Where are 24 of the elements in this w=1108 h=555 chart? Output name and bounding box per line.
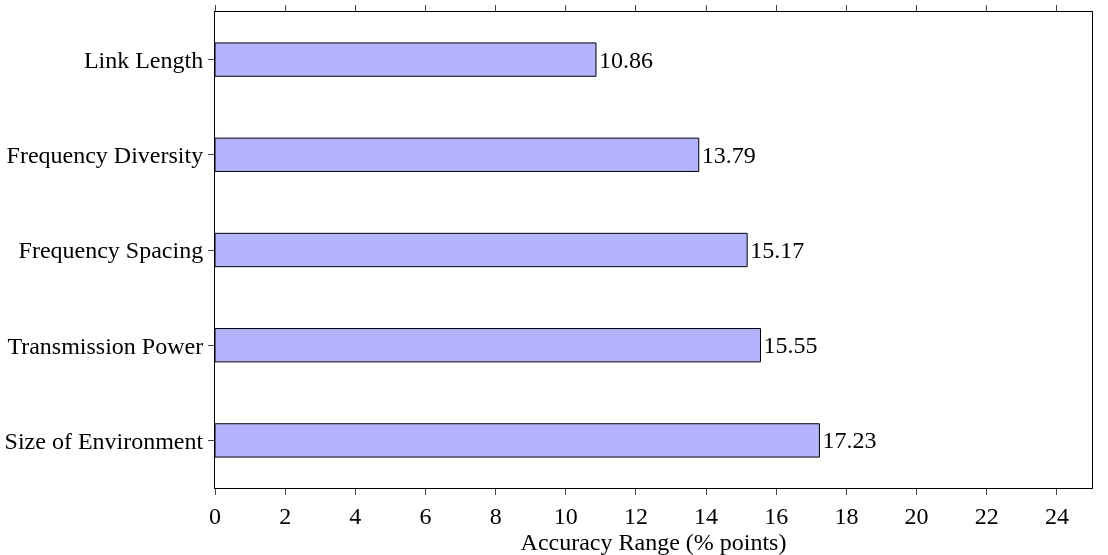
x-tick-label: 24 [1044,502,1069,529]
y-tick-label: Frequency Diversity [6,142,204,169]
x-axis-title: Accuracy Range (% points) [520,528,787,555]
x-tick-label: 4 [349,502,362,529]
x-tick-label: 8 [489,502,502,529]
y-tick-label: Link Length [83,47,204,73]
y-tick-label: Size of Environment [4,427,204,454]
x-tick-label: 2 [279,502,292,529]
data-label: 13.79 [701,141,756,168]
y-tick-label: Frequency Spacing [18,237,204,264]
x-tick-label: 6 [419,502,432,529]
x-tick-label: 10 [553,502,578,529]
data-label: 15.17 [750,237,805,263]
data-label: 17.23 [822,427,877,454]
x-tick-label: 0 [209,502,221,529]
data-label: 15.55 [763,332,818,359]
x-tick-label: 22 [974,502,999,529]
x-tick-label: 16 [764,502,789,529]
x-tick-label: 20 [904,502,929,529]
y-tick-label: Transmission Power [7,332,204,359]
x-tick-label: 12 [623,502,648,529]
data-label: 10.86 [598,46,653,73]
x-tick-label: 14 [694,502,719,529]
x-tick-label: 18 [834,502,859,529]
